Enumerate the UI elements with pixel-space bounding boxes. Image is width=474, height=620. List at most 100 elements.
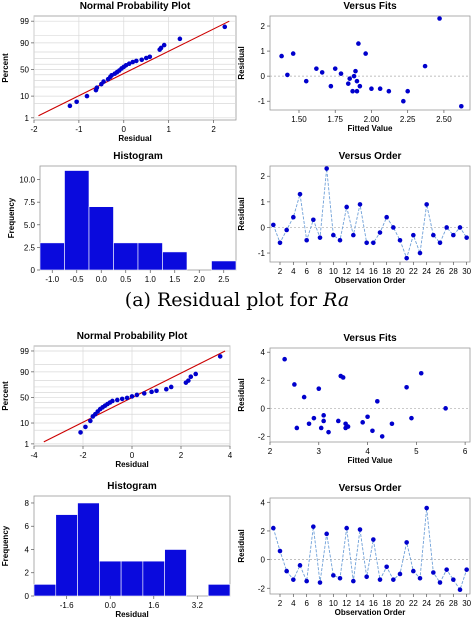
a-hist-ytick-label: 10.0 xyxy=(19,176,35,185)
versus-fits-plot-a: Versus Fits Residual Fitted Value 1.50 1.75 2… xyxy=(237,1,471,133)
a-order-xtick-label: 14 xyxy=(356,267,365,276)
b-npp-point xyxy=(154,388,159,394)
a-hist-bar xyxy=(64,170,90,271)
b-order-xtick-label: 28 xyxy=(449,599,458,608)
a-fits-point xyxy=(354,88,360,94)
b-npp-ylabel: Percent xyxy=(1,381,10,411)
b-fits-ytick-label: -2 xyxy=(258,432,266,441)
b-fits-point xyxy=(316,386,322,391)
versus-fits-plot-b: Versus Fits Residual Fitted Value 2 3 4 5 6 -2 0 2… xyxy=(237,333,471,465)
a-npp-title: Normal Probability Plot xyxy=(80,1,191,12)
b-order-xtick-label: 16 xyxy=(369,599,378,608)
b-order-point xyxy=(291,577,296,582)
a-hist-xtick-label: 0.0 xyxy=(96,275,108,284)
a-hist-bar xyxy=(39,242,65,271)
b-fits-frame xyxy=(269,347,471,443)
a-order-point xyxy=(291,214,296,220)
a-order-point xyxy=(351,232,356,238)
a-fits-point xyxy=(328,83,334,89)
a-order-xtick-label: 12 xyxy=(342,267,351,276)
a-npp-point xyxy=(177,36,183,42)
a-fits-point xyxy=(356,41,361,46)
a-order-ytick-label: 1 xyxy=(261,198,266,207)
a-fits-point xyxy=(369,86,374,91)
b-fits-point xyxy=(443,406,448,411)
a-npp-fit-line xyxy=(38,20,230,117)
a-npp-ytick-label: 90 xyxy=(20,39,29,48)
a-npp-point xyxy=(222,24,228,30)
a-order-point xyxy=(304,237,309,243)
a-fits-point xyxy=(351,73,357,79)
a-npp-point xyxy=(134,58,139,64)
a-npp-point xyxy=(84,93,90,99)
panel-b-group: Normal Probability Plot Percent Residual -4… xyxy=(1,331,472,619)
b-order-xtick-label: 6 xyxy=(304,599,309,608)
a-npp-xlabel: Residual xyxy=(118,134,151,143)
a-order-point xyxy=(364,240,369,246)
b-npp-point xyxy=(115,397,120,403)
a-npp-xtick-label: -2 xyxy=(30,125,38,134)
b-fits-point xyxy=(409,415,414,421)
b-fits-xtick-label: 2 xyxy=(268,447,273,456)
b-fits-point xyxy=(326,429,331,435)
b-order-point xyxy=(364,574,369,580)
a-order-point xyxy=(357,202,363,207)
a-hist-title: Histogram xyxy=(113,151,163,162)
a-fits-ytick-label: -1 xyxy=(258,97,266,106)
b-hist-bar xyxy=(120,560,144,597)
b-npp-point xyxy=(149,389,154,395)
b-order-xtick-label: 24 xyxy=(422,599,431,608)
b-npp-point xyxy=(110,398,115,404)
a-fits-point xyxy=(279,53,284,59)
a-order-ytick-label: 2 xyxy=(261,172,266,181)
b-fits-xtick-label: 6 xyxy=(463,447,468,456)
b-order-xtick-label: 22 xyxy=(409,599,418,608)
b-npp-point xyxy=(186,378,191,383)
b-order-point xyxy=(284,568,289,574)
b-npp-title: Normal Probability Plot xyxy=(77,331,188,342)
a-npp-ylabel: Percent xyxy=(1,53,10,83)
a-order-xtick-label: 30 xyxy=(462,267,471,276)
b-fits-point xyxy=(379,434,385,439)
b-fits-ytick-label: 4 xyxy=(261,348,266,357)
b-order-xtick-label: 26 xyxy=(436,599,445,608)
a-order-xtick-label: 18 xyxy=(382,267,391,276)
a-fits-point xyxy=(303,78,309,84)
b-order-point xyxy=(344,525,349,531)
a-fits-xlabel: Fitted Value xyxy=(348,124,393,133)
b-order-point xyxy=(397,571,403,577)
a-hist-xtick-label: -0.5 xyxy=(70,275,84,284)
b-order-point xyxy=(331,573,336,578)
b-fits-point xyxy=(340,375,346,380)
a-npp-point xyxy=(158,45,164,51)
a-fits-point xyxy=(314,66,319,71)
a-order-ytick-label: -1 xyxy=(258,249,266,258)
b-hist-bar xyxy=(99,560,122,597)
a-npp-point xyxy=(161,42,167,48)
a-hist-bar xyxy=(162,251,188,271)
b-hist-bar xyxy=(164,549,187,597)
b-order-point xyxy=(277,548,283,554)
a-fits-point xyxy=(377,86,383,91)
b-fits-point xyxy=(365,414,370,420)
b-fits-ytick-label: 2 xyxy=(261,376,266,385)
a-order-point xyxy=(417,250,423,256)
b-order-point xyxy=(304,578,309,584)
b-fits-point xyxy=(418,370,424,376)
a-order-point xyxy=(397,237,403,243)
b-fits-point xyxy=(294,425,300,431)
a-fits-point xyxy=(459,103,464,109)
a-npp-point xyxy=(74,99,79,105)
a-fits-point xyxy=(437,16,442,21)
a-hist-xtick-label: 2.5 xyxy=(218,275,230,284)
a-npp-point xyxy=(67,103,73,109)
b-hist-bar xyxy=(55,514,78,597)
b-order-point xyxy=(384,564,389,570)
a-fits-xtick-label: 1.50 xyxy=(291,115,307,124)
a-hist-xtick-label: 1.5 xyxy=(169,275,181,284)
b-order-point xyxy=(431,570,436,575)
b-npp-ytick-label: 99 xyxy=(20,347,29,356)
b-hist-xtick-label: 0.0 xyxy=(105,601,117,610)
histogram-b: Histogram Frequency Residual -1.6 0.0 1.6 3.2 0… xyxy=(1,481,231,619)
